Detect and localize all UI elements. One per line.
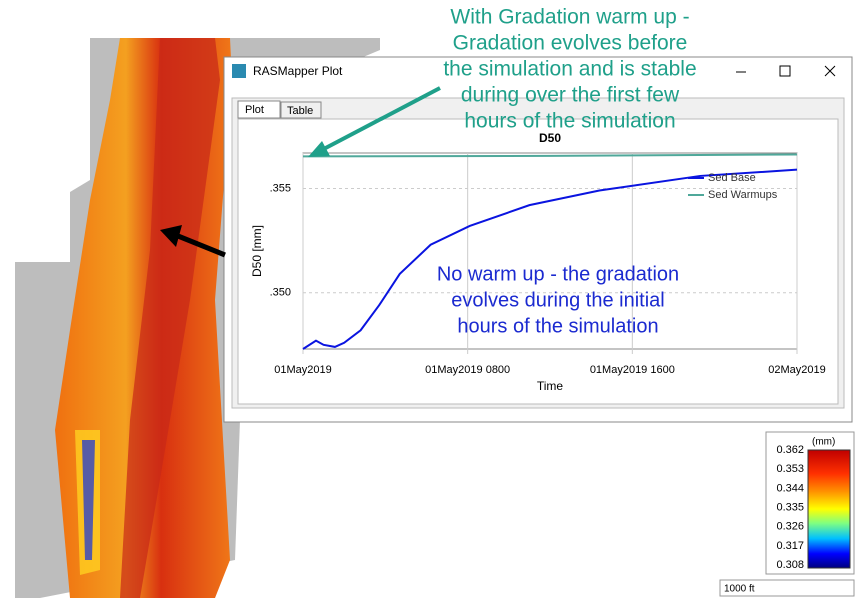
colorbar-unit: (mm) (812, 437, 835, 448)
chart-title: D50 (539, 131, 561, 145)
x-tick-label: 01May2019 1600 (590, 364, 675, 376)
close[interactable] (824, 65, 836, 77)
annotation: With Gradation warm up - (450, 6, 689, 29)
annotation: during over the first few (461, 84, 680, 107)
tab-label[interactable]: Table (287, 105, 313, 117)
colorbar-label: 0.344 (776, 482, 804, 494)
y-axis-label: D50 [mm] (250, 225, 264, 277)
y-tick-label: .355 (270, 182, 291, 194)
colorbar: (mm) 0.362 0.353 0.344 0.335 0.326 0.317 0.308… (719, 431, 855, 597)
annotation: hours of the simulation (457, 315, 658, 337)
colorbar-label: 0.317 (776, 540, 804, 552)
colorbar-label: 0.308 (776, 559, 804, 571)
map (15, 38, 380, 598)
window-title: RASMapper Plot (253, 64, 343, 78)
series-line (302, 153, 798, 158)
legend-label: Sed Warmups (708, 189, 778, 201)
annotation: No warm up - the gradation (437, 263, 679, 285)
series-line (302, 168, 798, 350)
x-tick-label: 02May2019 (768, 364, 826, 376)
colorbar-label: 0.362 (776, 444, 804, 456)
annotation: the simulation and is stable (443, 58, 696, 81)
x-axis-label: Time (537, 379, 564, 393)
annotation: evolves during the initial (451, 289, 664, 311)
annotation: Gradation evolves before (453, 32, 688, 55)
callouts: With Gradation warm up - Gradation evolve… (160, 6, 697, 337)
plot-area (302, 152, 798, 350)
annotation: hours of the simulation (464, 110, 675, 133)
x-tick-label: 01May2019 0800 (425, 364, 510, 376)
app-icon (232, 64, 246, 78)
colorbar-label: 0.326 (776, 521, 804, 533)
y-tick-label: .350 (270, 287, 291, 299)
x-tick-label: 01May2019 (274, 364, 332, 376)
scale-bar: 1000 ft (724, 584, 755, 595)
tab[interactable] (280, 101, 322, 119)
colorbar-label: 0.353 (776, 463, 804, 475)
maximize[interactable] (779, 65, 791, 77)
tab-label[interactable]: Plot (245, 104, 264, 116)
colorbar-label: 0.335 (776, 502, 804, 514)
tab[interactable] (237, 100, 281, 119)
chart: D50 Time D50 [mm] .350 .355 01May2019 01May201… (250, 131, 826, 393)
legend-label: Sed Base (708, 172, 756, 184)
